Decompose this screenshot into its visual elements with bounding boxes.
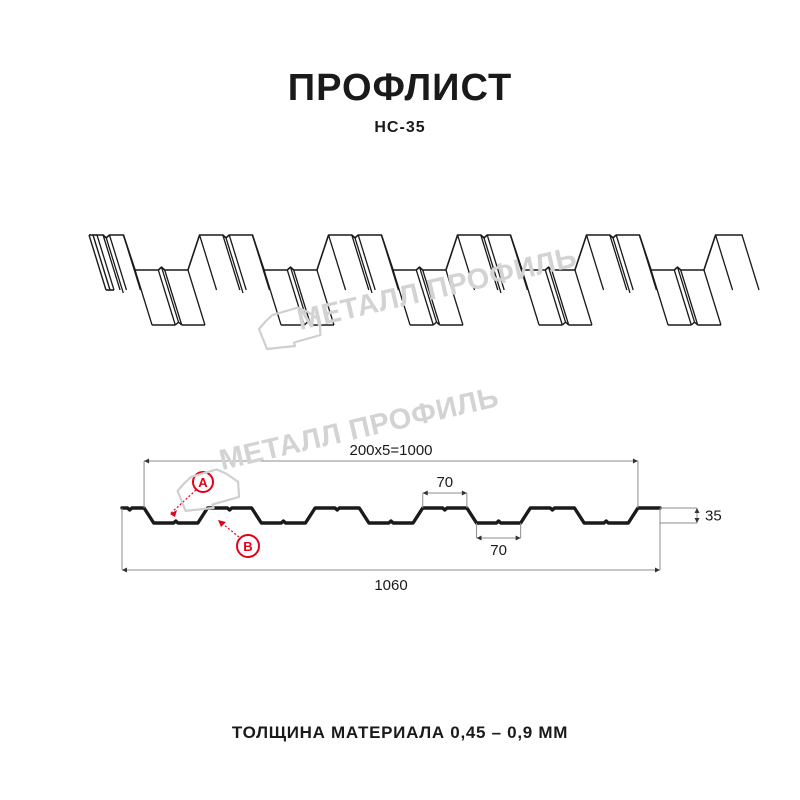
svg-text:70: 70: [436, 474, 453, 491]
svg-text:35: 35: [705, 508, 722, 525]
svg-text:70: 70: [490, 542, 507, 559]
svg-text:A: A: [198, 475, 208, 490]
svg-text:B: B: [243, 539, 252, 554]
svg-text:1060: 1060: [374, 577, 407, 594]
